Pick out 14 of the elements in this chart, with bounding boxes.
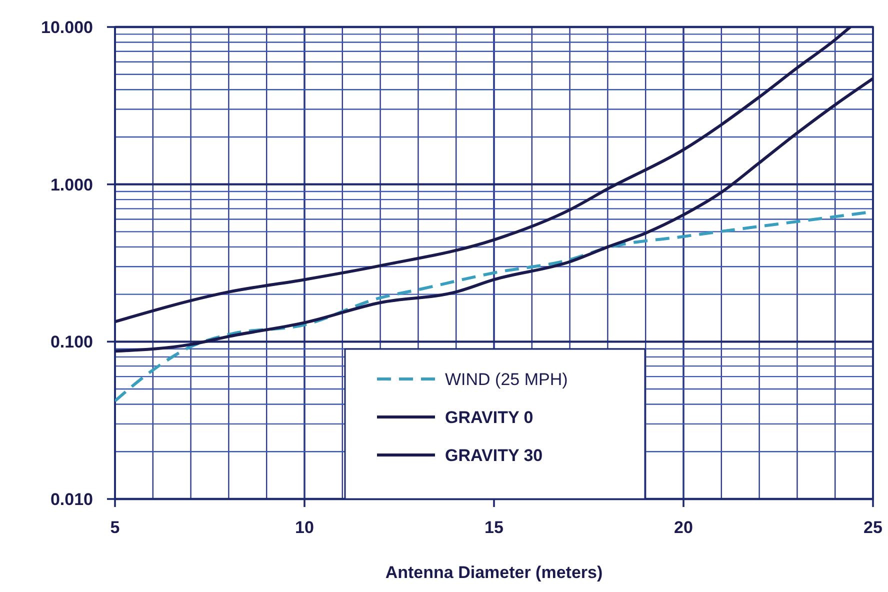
legend-label: WIND (25 MPH) xyxy=(445,370,568,389)
x-tick-label: 25 xyxy=(864,518,882,537)
y-tick-label: 0.100 xyxy=(50,332,93,352)
legend-label: GRAVITY 0 xyxy=(445,408,534,427)
y-tick-label: 1.000 xyxy=(50,175,93,194)
legend-label: GRAVITY 30 xyxy=(445,446,543,465)
x-axis-title: Antenna Diameter (meters) xyxy=(385,563,603,582)
x-tick-label: 10 xyxy=(295,518,314,537)
y-tick-label: 10.000 xyxy=(41,18,93,37)
line-series xyxy=(115,27,852,324)
x-tick-label: 15 xyxy=(484,518,504,537)
x-tick-label: 5 xyxy=(110,518,120,537)
x-tick-label: 20 xyxy=(674,518,693,537)
y-tick-label: 0.010 xyxy=(50,490,93,509)
